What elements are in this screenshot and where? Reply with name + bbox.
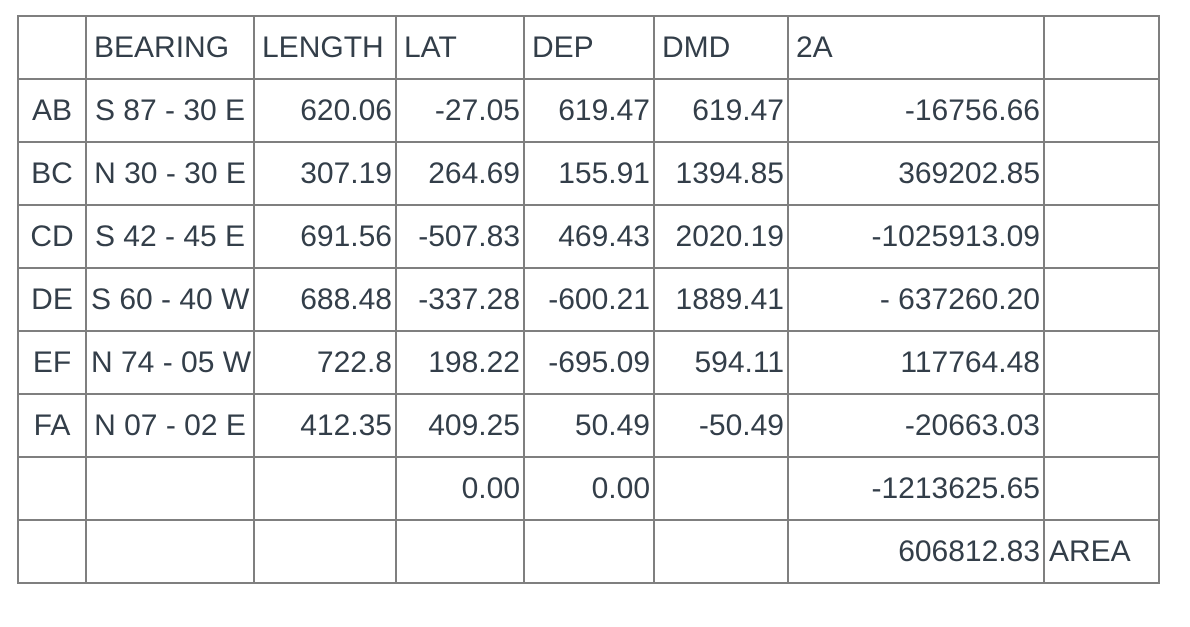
cell-dmd xyxy=(653,519,789,584)
table-row-totals: 0.00 0.00 -1213625.65 xyxy=(17,456,1160,521)
cell-length: 412.35 xyxy=(253,393,397,458)
cell-bearing xyxy=(85,456,255,521)
cell-line-label: AB xyxy=(17,78,87,143)
cell-length: 691.56 xyxy=(253,204,397,269)
cell-length: 620.06 xyxy=(253,78,397,143)
cell-bearing: S 42 - 45 E xyxy=(85,204,255,269)
col-header-dep: DEP xyxy=(523,15,655,80)
cell-2a-sum: -1213625.65 xyxy=(787,456,1045,521)
cell-length: 688.48 xyxy=(253,267,397,332)
cell-note xyxy=(1043,330,1160,395)
cell-2a: 117764.48 xyxy=(787,330,1045,395)
cell-2a: -20663.03 xyxy=(787,393,1045,458)
table-row-bc: BC N 30 - 30 E 307.19 264.69 155.91 1394… xyxy=(17,141,1160,206)
cell-bearing: N 74 - 05 W xyxy=(85,330,255,395)
cell-dep: 50.49 xyxy=(523,393,655,458)
table-row-de: DE S 60 - 40 W 688.48 -337.28 -600.21 18… xyxy=(17,267,1160,332)
cell-bearing: N 07 - 02 E xyxy=(85,393,255,458)
cell-length: 307.19 xyxy=(253,141,397,206)
cell-dmd: -50.49 xyxy=(653,393,789,458)
cell-2a: -1025913.09 xyxy=(787,204,1045,269)
cell-line-label: EF xyxy=(17,330,87,395)
table-row-ab: AB S 87 - 30 E 620.06 -27.05 619.47 619.… xyxy=(17,78,1160,143)
cell-line-label: DE xyxy=(17,267,87,332)
table-row-ef: EF N 74 - 05 W 722.8 198.22 -695.09 594.… xyxy=(17,330,1160,395)
cell-dep xyxy=(523,519,655,584)
cell-line-label xyxy=(17,456,87,521)
cell-length xyxy=(253,456,397,521)
cell-area-label: AREA xyxy=(1043,519,1160,584)
cell-line-label: CD xyxy=(17,204,87,269)
cell-lat-sum: 0.00 xyxy=(395,456,525,521)
table-row-area: 606812.83 AREA xyxy=(17,519,1160,584)
cell-line-label: BC xyxy=(17,141,87,206)
cell-line-label: FA xyxy=(17,393,87,458)
cell-bearing: S 60 - 40 W xyxy=(85,267,255,332)
cell-bearing xyxy=(85,519,255,584)
cell-note xyxy=(1043,267,1160,332)
cell-note xyxy=(1043,141,1160,206)
col-header-line xyxy=(17,15,87,80)
cell-dep: -695.09 xyxy=(523,330,655,395)
cell-bearing: N 30 - 30 E xyxy=(85,141,255,206)
cell-length xyxy=(253,519,397,584)
cell-bearing: S 87 - 30 E xyxy=(85,78,255,143)
col-header-lat: LAT xyxy=(395,15,525,80)
cell-lat: 409.25 xyxy=(395,393,525,458)
cell-lat: -337.28 xyxy=(395,267,525,332)
cell-area-value: 606812.83 xyxy=(787,519,1045,584)
cell-note xyxy=(1043,78,1160,143)
cell-dep: 155.91 xyxy=(523,141,655,206)
table-row-cd: CD S 42 - 45 E 691.56 -507.83 469.43 202… xyxy=(17,204,1160,269)
cell-lat: 198.22 xyxy=(395,330,525,395)
header-row: BEARING LENGTH LAT DEP DMD 2A xyxy=(17,15,1160,80)
cell-lat xyxy=(395,519,525,584)
cell-line-label xyxy=(17,519,87,584)
cell-lat: 264.69 xyxy=(395,141,525,206)
cell-dep-sum: 0.00 xyxy=(523,456,655,521)
col-header-2a: 2A xyxy=(787,15,1045,80)
cell-lat: -27.05 xyxy=(395,78,525,143)
cell-dmd: 1889.41 xyxy=(653,267,789,332)
cell-2a: - 637260.20 xyxy=(787,267,1045,332)
cell-note xyxy=(1043,204,1160,269)
cell-dep: -600.21 xyxy=(523,267,655,332)
cell-lat: -507.83 xyxy=(395,204,525,269)
col-header-length: LENGTH xyxy=(253,15,397,80)
cell-length: 722.8 xyxy=(253,330,397,395)
cell-note xyxy=(1043,456,1160,521)
cell-dmd: 1394.85 xyxy=(653,141,789,206)
col-header-note xyxy=(1043,15,1160,80)
cell-dmd: 2020.19 xyxy=(653,204,789,269)
traverse-computation-table: BEARING LENGTH LAT DEP DMD 2A AB S 87 - … xyxy=(17,15,1160,584)
cell-dep: 619.47 xyxy=(523,78,655,143)
table-row-fa: FA N 07 - 02 E 412.35 409.25 50.49 -50.4… xyxy=(17,393,1160,458)
cell-dmd xyxy=(653,456,789,521)
cell-dep: 469.43 xyxy=(523,204,655,269)
cell-2a: -16756.66 xyxy=(787,78,1045,143)
col-header-bearing: BEARING xyxy=(85,15,255,80)
cell-2a: 369202.85 xyxy=(787,141,1045,206)
col-header-dmd: DMD xyxy=(653,15,789,80)
cell-dmd: 594.11 xyxy=(653,330,789,395)
cell-note xyxy=(1043,393,1160,458)
cell-dmd: 619.47 xyxy=(653,78,789,143)
